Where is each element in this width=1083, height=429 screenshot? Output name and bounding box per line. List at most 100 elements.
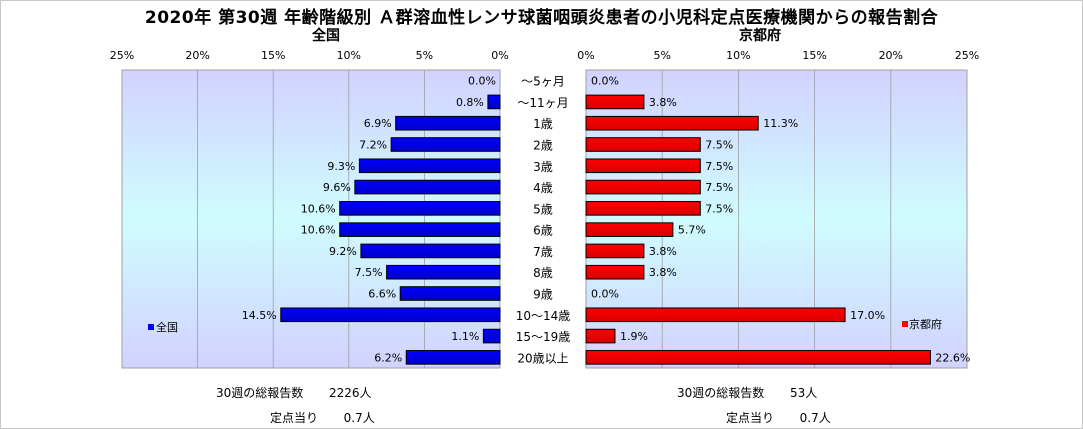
right-data-label: 7.5% (705, 202, 733, 215)
right-per-label: 定点当り (726, 411, 775, 425)
left-bar (405, 350, 501, 365)
left-data-label: 0.0% (468, 75, 496, 88)
right-panel-title: 京都府 (739, 28, 781, 44)
right-x-tick-label: 25% (955, 49, 979, 62)
category-label: 2歳 (533, 139, 553, 153)
right-data-label: 7.5% (705, 160, 733, 173)
category-label: 3歳 (533, 160, 553, 174)
category-label: 7歳 (533, 245, 553, 259)
left-data-label: 9.3% (327, 160, 355, 173)
right-bar (585, 222, 674, 237)
left-bar (280, 307, 501, 323)
right-total-value: 53人 (789, 386, 818, 400)
right-data-label: 3.8% (649, 266, 677, 279)
right-bar (585, 264, 645, 280)
left-bar (339, 201, 501, 216)
left-data-label: 9.6% (323, 181, 351, 194)
right-data-label: 0.0% (591, 75, 619, 88)
category-label: 4歳 (533, 181, 553, 195)
right-total-row: 30週の総報告数 53人 (677, 384, 817, 401)
left-data-label: 14.5% (242, 309, 277, 322)
left-data-label: 7.2% (359, 139, 387, 152)
left-bar (360, 243, 501, 259)
right-x-tick-label: 0% (577, 49, 594, 62)
right-bar (585, 201, 701, 216)
right-legend-swatch (902, 321, 908, 327)
category-label: 9歳 (533, 288, 553, 302)
chart-svg: 25% 20% 15% 10% 5% 0% 0.0% 0.8% 6.9% 7.2% 9.3% 9.6%… (110, 49, 979, 369)
category-labels: ～5ヶ月 ～11ヶ月 1歳 2歳 3歳 4歳 5歳 6歳 7歳 8歳 9歳 10～14歳 15～19歳 2… (516, 75, 571, 366)
right-x-tick-label: 20% (879, 49, 903, 62)
right-bar (585, 137, 701, 152)
right-data-label: 3.8% (649, 245, 677, 258)
left-bar (390, 137, 501, 152)
left-total-row: 30週の総報告数 2226人 (216, 384, 371, 401)
chart-title: 2020年 第30週 年齢階級別 Ａ群溶血性レンサ球菌咽頭炎患者の小児科定点医療… (144, 8, 939, 28)
category-label: 8歳 (533, 266, 553, 280)
left-data-label: 6.6% (368, 288, 396, 301)
right-bar (585, 328, 616, 344)
category-label: 1歳 (533, 117, 553, 131)
category-label: 15～19歳 (516, 330, 571, 344)
right-data-label: 7.5% (705, 181, 733, 194)
left-bar (395, 115, 501, 131)
left-total-value: 2226人 (328, 386, 372, 400)
left-data-label: 10.6% (301, 224, 336, 237)
left-data-label: 1.1% (451, 330, 479, 343)
left-per-row: 定点当り 0.7人 (270, 409, 375, 426)
left-data-label: 0.8% (456, 96, 484, 109)
right-data-label: 3.8% (649, 96, 677, 109)
right-data-label: 0.0% (591, 288, 619, 301)
left-panel-title: 全国 (312, 28, 340, 44)
right-per-row: 定点当り 0.7人 (726, 409, 831, 426)
left-bar (487, 94, 501, 110)
category-label: 5歳 (533, 202, 553, 216)
right-panel: 0% 5% 10% 15% 20% 25% 0.0% 3.8% 11.3% 7.5% 7.5% 7.5… (577, 49, 979, 369)
right-data-label: 11.3% (763, 117, 798, 130)
right-bar (585, 350, 931, 365)
left-per-value: 0.7人 (343, 411, 375, 425)
left-bar (358, 158, 501, 174)
right-bar (585, 115, 759, 131)
left-bar (386, 264, 501, 280)
left-legend-swatch (148, 324, 154, 330)
left-x-tick-label: 10% (337, 49, 361, 62)
right-bar (585, 243, 645, 259)
category-label: ～11ヶ月 (517, 96, 568, 110)
left-data-label: 6.9% (364, 117, 392, 130)
right-x-tick-label: 10% (726, 49, 750, 62)
right-x-tick-label: 15% (802, 49, 826, 62)
right-bar (585, 307, 846, 323)
right-bar (585, 94, 645, 110)
left-x-tick-label: 20% (185, 49, 209, 62)
left-x-tick-label: 0% (491, 49, 508, 62)
left-data-label: 9.2% (329, 245, 357, 258)
left-x-tick-label: 25% (110, 49, 134, 62)
right-data-label: 7.5% (705, 139, 733, 152)
right-bar (585, 179, 701, 195)
left-data-label: 10.6% (301, 202, 336, 215)
left-data-label: 6.2% (374, 351, 402, 364)
left-bar (354, 179, 501, 195)
right-x-tick-label: 5% (653, 49, 670, 62)
left-bar (339, 222, 501, 237)
left-panel: 25% 20% 15% 10% 5% 0% 0.0% 0.8% 6.9% 7.2% 9.3% 9.6%… (110, 49, 509, 369)
right-data-label: 5.7% (678, 224, 706, 237)
right-total-label: 30週の総報告数 (677, 386, 765, 400)
left-total-label: 30週の総報告数 (216, 386, 304, 400)
category-label: 6歳 (533, 224, 553, 238)
category-label: 20歳以上 (517, 351, 568, 365)
left-per-label: 定点当り (270, 411, 319, 425)
left-data-label: 7.5% (355, 266, 383, 279)
right-bar (585, 158, 701, 174)
left-bar (399, 286, 501, 301)
left-plot-area (121, 69, 501, 369)
right-per-value: 0.7人 (799, 411, 831, 425)
category-label: ～5ヶ月 (521, 75, 565, 89)
right-data-label: 22.6% (935, 351, 970, 364)
right-data-label: 17.0% (850, 309, 885, 322)
right-legend-label: 京都府 (909, 317, 942, 331)
left-bar (482, 328, 501, 344)
left-x-tick-label: 5% (416, 49, 433, 62)
